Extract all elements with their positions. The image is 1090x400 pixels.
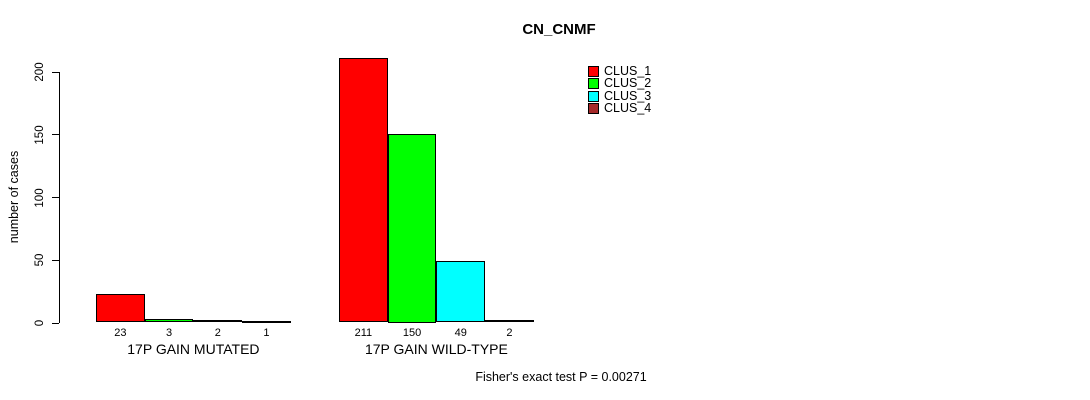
legend-swatch-clus_1 xyxy=(588,66,599,77)
y-axis-line xyxy=(59,71,60,323)
legend-swatch-clus_2 xyxy=(588,78,599,90)
bar-value-label: 150 xyxy=(402,327,422,339)
bar-value-label: 49 xyxy=(454,327,467,339)
bar-value-label: 2 xyxy=(214,327,221,339)
y-tick-mark xyxy=(52,197,59,198)
bar-clus_2-group2 xyxy=(387,134,437,323)
bar-value-label: 1 xyxy=(263,327,270,339)
bar-value-label: 23 xyxy=(114,327,127,339)
y-tick-mark xyxy=(52,322,59,324)
chart-title: CN_CNMF xyxy=(522,21,596,38)
legend-label-clus_2: CLUS_2 xyxy=(604,76,652,91)
bar-value-label: 3 xyxy=(165,327,173,339)
bar-clus_1-group1 xyxy=(96,293,145,323)
y-tick-label: 0 xyxy=(34,319,46,327)
legend-swatch-clus_4 xyxy=(588,103,599,115)
legend-label-clus_1: CLUS_1 xyxy=(604,64,652,78)
y-tick-label: 200 xyxy=(34,62,46,82)
bar-clus_4-group1 xyxy=(242,321,291,324)
bar-value-label: 2 xyxy=(506,327,513,339)
x-category-label: 17P GAIN WILD-TYPE xyxy=(364,341,508,357)
y-tick-mark xyxy=(52,71,59,73)
legend-swatch-clus_3 xyxy=(588,90,599,102)
y-tick-mark xyxy=(52,134,59,136)
y-tick-label: 50 xyxy=(34,253,46,267)
bar-value-label: 211 xyxy=(354,327,373,339)
bar-clus_2-group1 xyxy=(144,318,194,323)
bar-clus_1-group2 xyxy=(339,57,388,323)
legend-label-clus_3: CLUS_3 xyxy=(604,88,652,103)
y-tick-label: 100 xyxy=(34,187,46,208)
y-tick-mark xyxy=(52,259,59,261)
y-tick-label: 150 xyxy=(34,125,46,145)
bar-clus_3-group1 xyxy=(193,319,243,323)
fisher-test-annotation: Fisher's exact test P = 0.00271 xyxy=(475,370,647,384)
x-category-label: 17P GAIN MUTATED xyxy=(127,341,260,357)
y-axis-label: number of cases xyxy=(7,150,21,244)
bar-clus_3-group2 xyxy=(436,261,486,323)
bar-clus_4-group2 xyxy=(485,319,534,323)
legend-label-clus_4: CLUS_4 xyxy=(604,101,652,116)
